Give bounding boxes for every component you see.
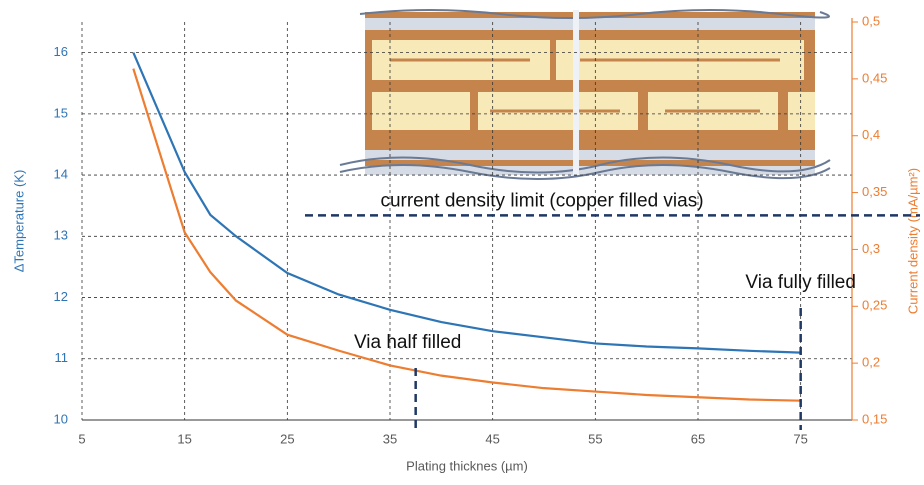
y2-tick-label: 0,4 (862, 127, 880, 142)
y-tick-label: 13 (54, 228, 68, 243)
x-tick-label: 65 (691, 431, 705, 446)
y2-tick-label: 0,3 (862, 241, 880, 256)
y2-tick-label: 0,45 (862, 70, 887, 85)
x-tick-label: 55 (588, 431, 602, 446)
inset-illustration (340, 10, 830, 179)
x-tick-label: 5 (78, 431, 85, 446)
x-tick-label: 25 (280, 431, 294, 446)
y-tick-label: 10 (54, 411, 68, 426)
y2-tick-label: 0,2 (862, 355, 880, 370)
limit-label: current density limit (copper filled via… (380, 190, 703, 211)
y-tick-label: 15 (54, 105, 68, 120)
y-tick-label: 11 (55, 350, 69, 365)
y-tick-label: 14 (54, 167, 68, 182)
marker-label: Via fully filled (745, 272, 856, 293)
x-tick-label: 35 (383, 431, 397, 446)
y-tick-label: 16 (54, 44, 68, 59)
marker-label: Via half filled (354, 332, 461, 353)
chart: 10 11 12 13 14 15 16 5 15 25 35 45 55 65 75 0,15 0,2 0,25… (0, 0, 924, 480)
y2-tick-label: 0,25 (862, 298, 887, 313)
y2-tick-label: 0,35 (862, 184, 887, 199)
x-tick-label: 15 (177, 431, 191, 446)
y-axis-title: ΔTemperature (K) (11, 170, 26, 273)
x-axis-title: Plating thicknes (µm) (406, 458, 528, 473)
y-tick-label: 12 (54, 289, 68, 304)
y2-axis-title: Current density (mA/µm²) (905, 168, 920, 314)
y2-tick-label: 0,15 (862, 411, 887, 426)
x-tick-label: 75 (793, 431, 807, 446)
x-tick-label: 45 (485, 431, 499, 446)
page: 10 11 12 13 14 15 16 5 15 25 35 45 55 65 75 0,15 0,2 0,25… (0, 0, 924, 485)
y2-tick-label: 0,5 (862, 13, 880, 28)
